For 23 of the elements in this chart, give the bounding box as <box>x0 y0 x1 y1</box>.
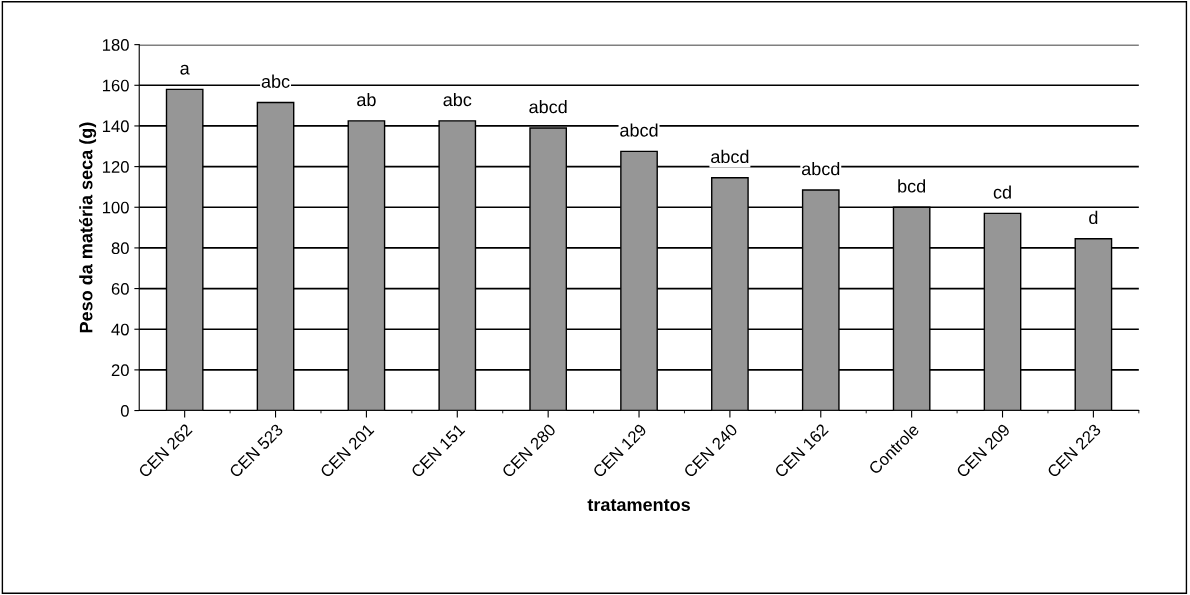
annotation: ab <box>357 92 376 107</box>
x-axis-title: tratamentos <box>587 499 690 512</box>
annotation: d <box>1089 210 1098 225</box>
y-axis-title: Peso da matéria seca (g) <box>79 122 97 333</box>
annotation: abcd <box>711 149 749 164</box>
y-tick-label: 60 <box>111 282 129 295</box>
annotation: abcd <box>801 162 840 176</box>
y-tick-label: 0 <box>120 404 129 417</box>
annotation: abcd <box>529 100 567 114</box>
annotation: a <box>180 64 190 75</box>
annotation: abc <box>443 92 472 107</box>
annotation: cd <box>993 185 1011 199</box>
y-tick-label: 180 <box>102 39 129 51</box>
y-tick-label: 100 <box>102 201 129 214</box>
y-tick-label: 160 <box>102 79 129 92</box>
annotation: abcd <box>620 123 658 137</box>
y-tick-label: 140 <box>102 120 129 133</box>
y-tick-label: 80 <box>111 242 129 255</box>
y-tick-label: 20 <box>111 364 129 377</box>
y-tick-label: 40 <box>111 323 129 336</box>
y-tick-label: 120 <box>102 161 129 173</box>
annotation: abc <box>261 74 290 88</box>
annotation: bcd <box>898 179 926 193</box>
